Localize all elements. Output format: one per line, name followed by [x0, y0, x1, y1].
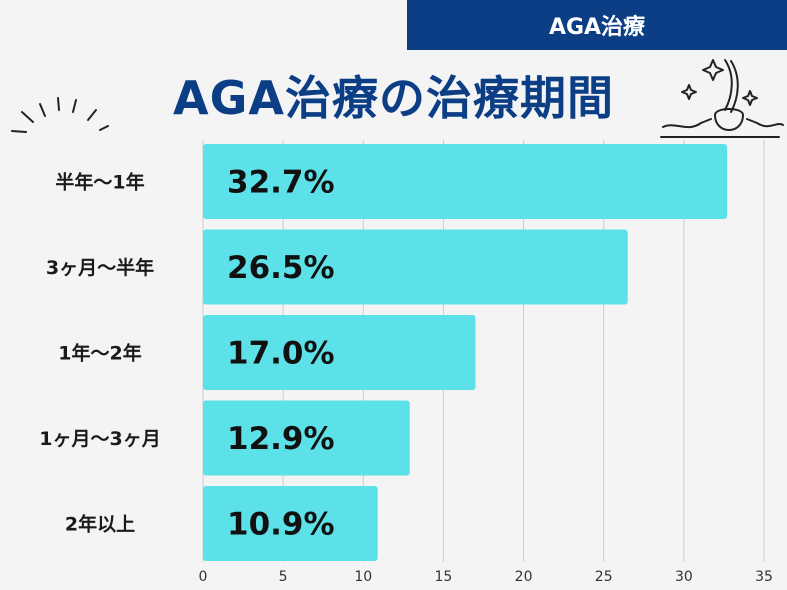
bar — [203, 229, 628, 305]
category-tag: AGA治療 — [407, 0, 787, 50]
x-tick-label: 10 — [354, 569, 372, 585]
value-label: 10.9% — [227, 507, 335, 543]
category-label: 2年以上 — [65, 513, 135, 536]
bar — [203, 400, 410, 476]
x-tick-label: 30 — [675, 569, 693, 585]
bar — [203, 315, 476, 390]
page-title: AGA治療の治療期間 — [173, 71, 614, 125]
x-tick-label: 35 — [755, 569, 773, 585]
category-label: 1ヶ月〜3ヶ月 — [39, 428, 160, 450]
category-label: 1年〜2年 — [58, 342, 141, 365]
value-label: 17.0% — [227, 336, 335, 372]
value-label: 12.9% — [227, 421, 335, 457]
x-tick-label: 15 — [435, 569, 453, 585]
value-label: 32.7% — [227, 165, 335, 201]
category-label: 半年〜1年 — [55, 171, 144, 194]
sparkle-lines-icon — [11, 97, 109, 133]
category-label: 3ヶ月〜半年 — [46, 256, 154, 279]
value-label: 26.5% — [227, 250, 335, 286]
bar — [203, 144, 728, 219]
x-tick-label: 0 — [199, 569, 208, 585]
x-tick-label: 5 — [279, 569, 288, 585]
x-tick-label: 25 — [595, 569, 613, 585]
bar — [203, 486, 378, 561]
hair-follicle-icon — [660, 59, 784, 138]
x-tick-label: 20 — [515, 569, 533, 585]
